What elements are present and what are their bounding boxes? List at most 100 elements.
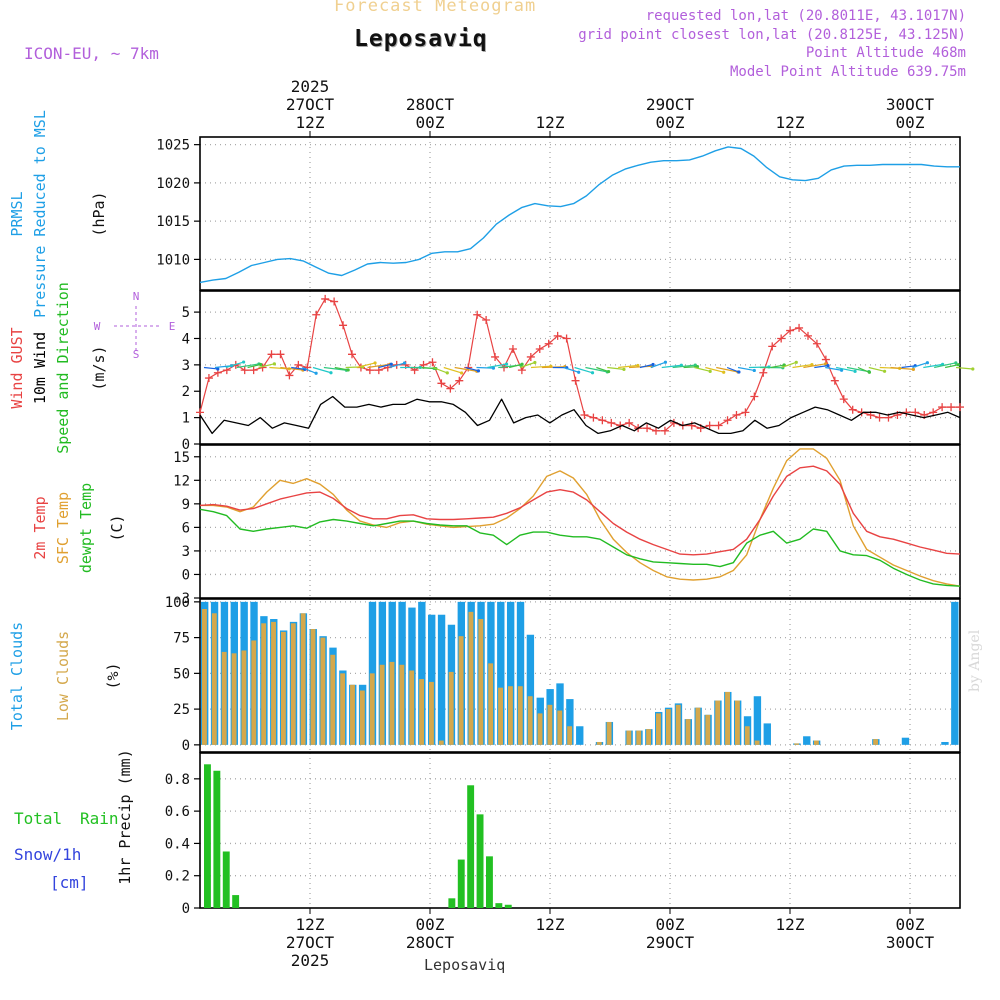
x-tick-label-bottom: 2025 xyxy=(291,951,330,970)
y-tick-label: 2 xyxy=(182,384,190,400)
wind-arrow-head xyxy=(402,361,407,365)
wind-arrow-head xyxy=(826,364,830,368)
wind-arrow-head xyxy=(722,370,726,374)
gust-marker xyxy=(759,368,768,377)
low-cloud-bar xyxy=(695,707,701,745)
wind-arrow xyxy=(236,363,260,369)
low-cloud-bar xyxy=(290,623,296,745)
wind-arrow xyxy=(574,366,593,374)
gust-marker xyxy=(204,374,213,383)
wind-arrow xyxy=(367,363,390,369)
wind-arrow xyxy=(944,364,959,369)
pressure-line xyxy=(199,146,960,284)
grid-point-coords: grid point closest lon,lat (20.8125E, 43… xyxy=(578,27,966,43)
gust-marker xyxy=(652,426,660,435)
gust-marker xyxy=(732,410,741,419)
wind-arrow xyxy=(530,365,551,369)
x-tick-label-top: 29OCT xyxy=(646,95,695,114)
wind-arrow-head xyxy=(853,369,857,373)
gust-marker xyxy=(956,403,964,412)
y-tick-label: 0 xyxy=(182,567,190,583)
gust-marker xyxy=(267,350,276,359)
wind-arrow xyxy=(607,366,625,370)
sfc-temp-line xyxy=(200,448,961,587)
y-tick-label: 5 xyxy=(182,305,190,321)
rain-bar xyxy=(495,903,503,908)
low-cloud-bar xyxy=(241,650,247,745)
x-tick-label-bottom: 30OCT xyxy=(886,933,935,952)
gust-marker xyxy=(553,331,562,340)
total-cloud-bar xyxy=(437,614,446,745)
wind-arrow xyxy=(737,366,755,372)
wind-arrow-head xyxy=(636,363,640,368)
low-cloud-bar xyxy=(665,709,671,745)
low-cloud-bar xyxy=(488,663,494,745)
compass-west: W xyxy=(94,320,101,333)
t2m-title: 2m Temp xyxy=(31,496,49,559)
wind-arrow xyxy=(280,366,303,371)
gust-marker xyxy=(723,416,732,425)
low-cloud-bar xyxy=(656,713,661,745)
x-tick-label-top: 12Z xyxy=(296,113,325,132)
wind-arrow-head xyxy=(216,367,220,371)
gust-marker xyxy=(312,310,321,319)
gust-marker xyxy=(598,416,607,425)
wind-arrow xyxy=(716,366,739,373)
wind-arrow xyxy=(476,366,494,369)
wind-arrow xyxy=(225,361,244,369)
wind-arrow xyxy=(955,366,973,370)
precip-legend-total: Total xyxy=(14,809,62,828)
wind-arrow xyxy=(247,363,261,369)
wind-arrow xyxy=(934,362,956,369)
wind-arrow xyxy=(770,364,785,369)
low-cloud-bar xyxy=(606,721,612,745)
gust-marker xyxy=(589,413,598,422)
wind-arrow-head xyxy=(839,368,844,372)
rain-bar xyxy=(504,904,512,908)
y-tick-label: 3 xyxy=(182,358,190,374)
gust-marker xyxy=(276,350,285,359)
panel-frame xyxy=(199,752,961,909)
x-tick-label-top: 12Z xyxy=(536,113,565,132)
total-cloud-bar xyxy=(418,601,426,745)
wind-arrow xyxy=(683,366,698,369)
y-tick-label: 0.8 xyxy=(165,772,190,788)
wind-arrow xyxy=(639,363,654,369)
t2m-line xyxy=(199,465,961,556)
low-cloud-bar xyxy=(557,710,563,745)
y-tick-label: 1020 xyxy=(156,176,190,192)
y-tick-label: 0.2 xyxy=(165,869,190,885)
y-tick-label: 1025 xyxy=(156,138,190,154)
wind-arrow-head xyxy=(242,360,246,364)
wind-arrow-head xyxy=(459,371,464,375)
low-cloud-bar xyxy=(873,739,879,745)
wind-arrow-head xyxy=(389,362,393,366)
wind-arrow-head xyxy=(651,362,655,367)
y-tick-label: 0.4 xyxy=(165,836,190,852)
wind-arrow-head xyxy=(533,360,537,365)
x-tick-label-top: 27OCT xyxy=(286,95,335,114)
low-cloud-bar xyxy=(340,673,346,745)
wind-arrow-head xyxy=(622,367,626,371)
gust-marker xyxy=(902,408,911,417)
low-cloud-bar xyxy=(448,671,454,745)
low-cloud-bar xyxy=(813,740,819,745)
wind-arrow-head xyxy=(867,370,872,374)
x-tick-label-bottom: 00Z xyxy=(656,915,685,934)
gust-marker xyxy=(348,350,356,359)
low-cloud-bar xyxy=(271,621,276,745)
wind-arrow xyxy=(312,366,332,374)
wind-arrow xyxy=(825,366,842,371)
cloud-unit: (%) xyxy=(104,662,122,689)
wind-arrow xyxy=(923,363,943,369)
total-cloud-bar xyxy=(576,726,584,745)
wind-arrow-head xyxy=(346,368,350,372)
total-cloud-bar xyxy=(803,736,811,745)
low-cloud-bar xyxy=(685,719,691,745)
gust-title: Wind GUST xyxy=(8,327,26,408)
gust-marker xyxy=(812,339,821,348)
pressure-title-2: Pressure Reduced to MSL xyxy=(31,110,49,318)
wind-arrow-head xyxy=(272,362,276,366)
total-cloud-bar xyxy=(368,601,377,745)
low-cloud-bar xyxy=(498,687,503,745)
